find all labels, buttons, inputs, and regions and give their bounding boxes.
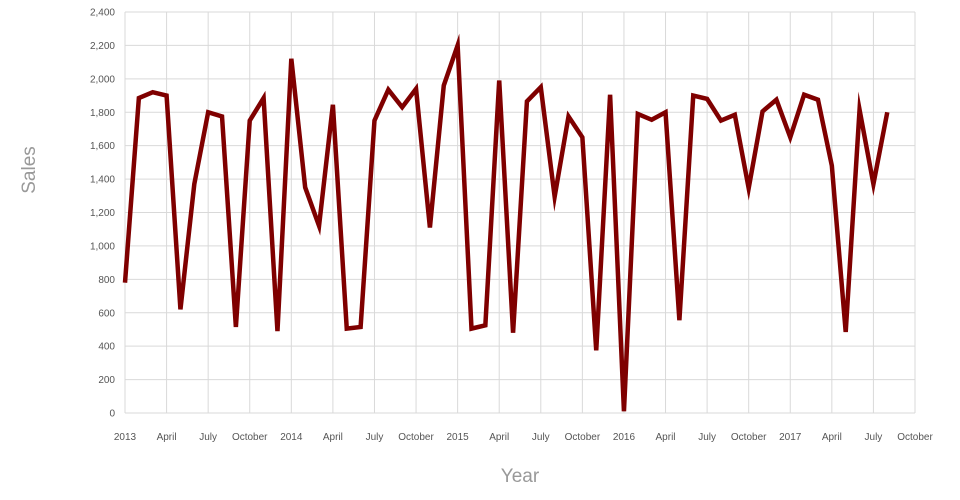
x-axis-title: Year <box>501 466 540 487</box>
y-tick-label: 1,000 <box>90 241 115 252</box>
x-tick-label: October <box>398 432 434 443</box>
x-tick-label: April <box>822 432 842 443</box>
x-tick-label: April <box>489 432 509 443</box>
x-tick-label: October <box>731 432 767 443</box>
x-tick-label: 2013 <box>114 432 137 443</box>
x-tick-label: April <box>157 432 177 443</box>
series-layer <box>122 33 890 412</box>
y-tick-label: 1,600 <box>90 141 115 152</box>
y-tick-label: 2,400 <box>90 8 115 19</box>
y-tick-label: 200 <box>98 375 115 386</box>
x-tick-label: October <box>232 432 268 443</box>
x-tick-label: July <box>366 432 384 443</box>
y-tick-label: 1,400 <box>90 175 115 186</box>
y-tick-label: 400 <box>98 342 115 353</box>
x-tick-label: July <box>532 432 550 443</box>
x-tick-label: 2017 <box>779 432 802 443</box>
x-axis-ticks: 2013 April July October 2014 April July October… <box>114 432 934 443</box>
x-tick-label: July <box>698 432 716 443</box>
y-axis-title: Sales <box>19 146 40 194</box>
y-tick-label: 0 <box>109 409 115 420</box>
x-tick-label: 2014 <box>280 432 303 443</box>
x-tick-label: October <box>565 432 601 443</box>
y-tick-label: 2,200 <box>90 41 115 52</box>
series-line <box>122 33 890 412</box>
y-tick-label: 800 <box>98 275 115 286</box>
y-tick-label: 1,200 <box>90 208 115 219</box>
x-tick-label: April <box>656 432 676 443</box>
y-axis-ticks: 0 200 400 600 800 1,000 1,200 1,400 1,600 1,800 2,… <box>90 8 115 420</box>
grid <box>124 11 916 414</box>
x-tick-label: July <box>199 432 217 443</box>
x-tick-label: October <box>897 432 933 443</box>
y-tick-label: 600 <box>98 308 115 319</box>
x-tick-label: 2016 <box>613 432 636 443</box>
y-tick-label: 2,000 <box>90 74 115 85</box>
x-tick-label: 2015 <box>447 432 470 443</box>
y-tick-label: 1,800 <box>90 108 115 119</box>
x-tick-label: April <box>323 432 343 443</box>
x-tick-label: July <box>865 432 883 443</box>
